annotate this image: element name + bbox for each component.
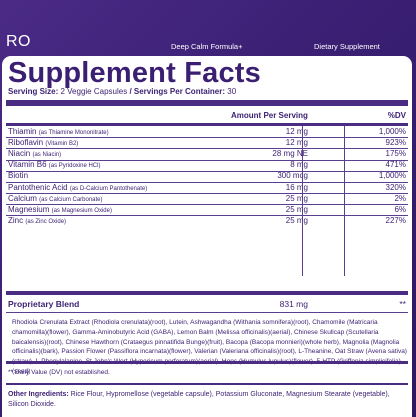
other-ingredients-label: Other Ingredients:	[8, 391, 69, 398]
nutrient-amount: 16 mg	[285, 182, 308, 192]
label-header: RO Deep Calm Formula+ Dietary Supplement	[0, 0, 416, 52]
nutrient-row: Biotin 300 mcg 1,000%	[8, 171, 406, 181]
nutrient-name-text: Calcium	[8, 193, 37, 203]
product-category: Dietary Supplement	[314, 42, 380, 51]
nutrient-source-note: (Vitamin B2)	[45, 141, 79, 148]
vertical-divider-dv	[344, 126, 345, 276]
nutrient-source-note: (as D-Calcium Pantothenate)	[69, 185, 148, 192]
brand-logo: RO	[6, 33, 31, 50]
nutrient-amount: 12 mg	[285, 127, 308, 136]
nutrient-row: Vitamin B6 (as Pyridoxine HCl) 8 mg 471%	[8, 160, 406, 170]
nutrient-name-text: Niacin	[8, 149, 31, 159]
proprietary-blend-row: Proprietary Blend 831 mg **	[8, 299, 406, 311]
nutrient-amount: 25 mg	[285, 204, 308, 214]
nutrient-source-note: (as Pyridoxine HCl)	[48, 163, 101, 170]
row-divider	[6, 215, 408, 216]
row-divider	[6, 170, 408, 172]
nutrient-name: Riboflavin (Vitamin B2)	[8, 138, 78, 147]
nutrient-name: Zinc (as Zinc Oxide)	[8, 216, 66, 225]
nutrient-dv: 471%	[385, 160, 406, 170]
nutrient-name: Niacin (as Niacin)	[8, 149, 61, 158]
vertical-divider-amount	[302, 126, 303, 276]
servings-per-container-value: 30	[227, 87, 237, 96]
nutrient-source-note: (as Calcium Carbonate)	[39, 196, 103, 203]
nutrient-name: Vitamin B6 (as Pyridoxine HCl)	[8, 160, 100, 169]
divider-header	[6, 123, 408, 126]
other-ingredients-value: Rice Flour, Hypromellose (vegetable caps…	[8, 391, 390, 408]
nutrient-name: Biotin	[8, 171, 28, 180]
divider-other	[6, 383, 408, 385]
nutrient-row: Magnesium (as Magnesium Oxide) 25 mg 6%	[8, 205, 406, 215]
nutrient-name: Magnesium (as Magnesium Oxide)	[8, 205, 112, 214]
divider-footnote	[6, 361, 408, 364]
divider-blend	[6, 291, 408, 295]
row-divider	[6, 181, 408, 183]
nutrient-name: Thiamin (as Thiamine Mononitrate)	[8, 127, 109, 136]
nutrient-dv: 2%	[394, 193, 406, 203]
servings-per-container-label: Servings Per Container:	[133, 87, 226, 96]
column-header-dv: %DV	[387, 111, 406, 120]
nutrient-row: Niacin (as Niacin) 28 mg NE 175%	[8, 149, 406, 159]
nutrient-amount: 25 mg	[285, 193, 308, 203]
nutrient-row: Pantothenic Acid (as D-Calcium Pantothen…	[8, 183, 406, 193]
nutrient-dv: 6%	[394, 204, 406, 214]
nutrient-name-text: Pantothenic Acid	[8, 182, 68, 192]
dv-footnote: ** Daily Value (DV) not established.	[8, 369, 110, 376]
nutrient-name-text: Biotin	[8, 171, 29, 181]
column-header-amount: Amount Per Serving	[231, 111, 308, 120]
nutrient-row: Calcium (as Calcium Carbonate) 25 mg 2%	[8, 194, 406, 204]
divider-thick	[6, 100, 408, 106]
nutrient-row: Riboflavin (Vitamin B2) 12 mg 923%	[8, 138, 406, 148]
panel-title: Supplement Facts	[8, 57, 261, 89]
nutrient-amount: 8 mg	[290, 160, 308, 170]
supplement-facts-panel: Supplement Facts Serving Size: 2 Veggie …	[2, 56, 412, 417]
product-name: Deep Calm Formula+	[171, 42, 243, 51]
nutrient-name-text: Thiamin	[8, 127, 37, 136]
nutrient-name-text: Zinc	[8, 215, 24, 225]
nutrient-dv: 1,000%	[378, 127, 406, 136]
divider-blend-sub	[6, 312, 408, 313]
blend-dv: **	[399, 299, 406, 309]
row-divider	[6, 137, 408, 139]
nutrient-name-text: Vitamin B6	[8, 160, 47, 170]
blend-ingredients: Rhodiola Crenulata Extract (Rhodiola cre…	[12, 319, 407, 375]
nutrient-source-note: (as Niacin)	[32, 152, 62, 159]
nutrient-amount: 28 mg NE	[272, 149, 308, 159]
row-divider	[6, 159, 408, 161]
nutrient-dv: 175%	[385, 149, 406, 159]
serving-info: Serving Size: 2 Veggie Capsules / Servin…	[8, 87, 237, 96]
nutrient-name-text: Magnesium	[8, 204, 50, 214]
nutrient-name: Calcium (as Calcium Carbonate)	[8, 194, 103, 203]
nutrient-amount: 25 mg	[285, 215, 308, 225]
nutrient-amount: 300 mcg	[277, 171, 308, 181]
nutrient-name-text: Riboflavin	[8, 138, 44, 148]
nutrient-name: Pantothenic Acid (as D-Calcium Pantothen…	[8, 183, 147, 192]
nutrient-dv: 320%	[385, 182, 406, 192]
nutrient-row: Thiamin (as Thiamine Mononitrate) 12 mg 1,…	[8, 127, 406, 137]
nutrient-dv: 1,000%	[378, 171, 406, 181]
serving-size-value: 2 Veggie Capsules	[60, 87, 128, 96]
row-divider	[6, 148, 408, 150]
nutrient-dv: 923%	[385, 138, 406, 148]
row-divider	[6, 203, 408, 205]
nutrient-dv: 227%	[385, 215, 406, 225]
blend-name: Proprietary Blend	[8, 299, 80, 309]
other-ingredients: Other Ingredients: Rice Flour, Hypromell…	[8, 390, 408, 410]
nutrient-row: Zinc (as Zinc Oxide) 25 mg 227%	[8, 216, 406, 226]
row-divider	[6, 192, 408, 194]
nutrient-source-note: (as Zinc Oxide)	[25, 218, 67, 225]
blend-amount: 831 mg	[279, 299, 308, 309]
nutrient-amount: 12 mg	[285, 138, 308, 148]
nutrient-source-note: (as Thiamine Mononitrate)	[38, 130, 109, 136]
nutrient-source-note: (as Magnesium Oxide)	[51, 207, 112, 214]
serving-size-label: Serving Size:	[8, 87, 59, 96]
